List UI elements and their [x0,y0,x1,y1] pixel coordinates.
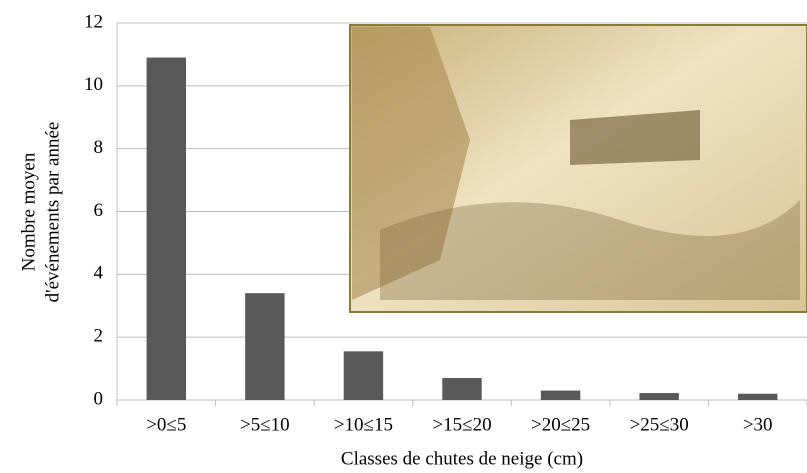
bar [738,393,778,400]
x-tick-label: >5≤10 [240,414,290,435]
y-tick-label: 12 [84,11,103,32]
illustration-crowd [380,200,800,300]
y-tick-label: 4 [94,263,104,284]
x-tick-label: >0≤5 [146,414,186,435]
x-tick-label: >25≤30 [630,414,689,435]
x-tick-label: >10≤15 [334,414,393,435]
illustration-train [570,110,700,165]
y-axis-label: d'événements par année [42,122,63,303]
bar [442,378,482,400]
bar [639,393,679,400]
bar [540,390,581,400]
y-tick-label: 2 [94,326,104,347]
bar [245,293,285,400]
y-tick-label: 0 [94,388,104,409]
x-tick-label: >20≤25 [531,414,590,435]
bar [343,351,384,400]
y-axis-label: Nombre moyen [18,152,39,271]
bar [146,57,186,400]
x-tick-label: >15≤20 [432,414,491,435]
illustration [349,24,807,313]
y-tick-label: 8 [94,137,104,158]
illustration-cliff [352,27,470,300]
y-tick-label: 6 [94,200,104,221]
y-tick-label: 10 [84,74,103,95]
x-tick-label: >30 [743,414,773,435]
x-axis-label: Classes de chutes de neige (cm) [341,448,583,469]
